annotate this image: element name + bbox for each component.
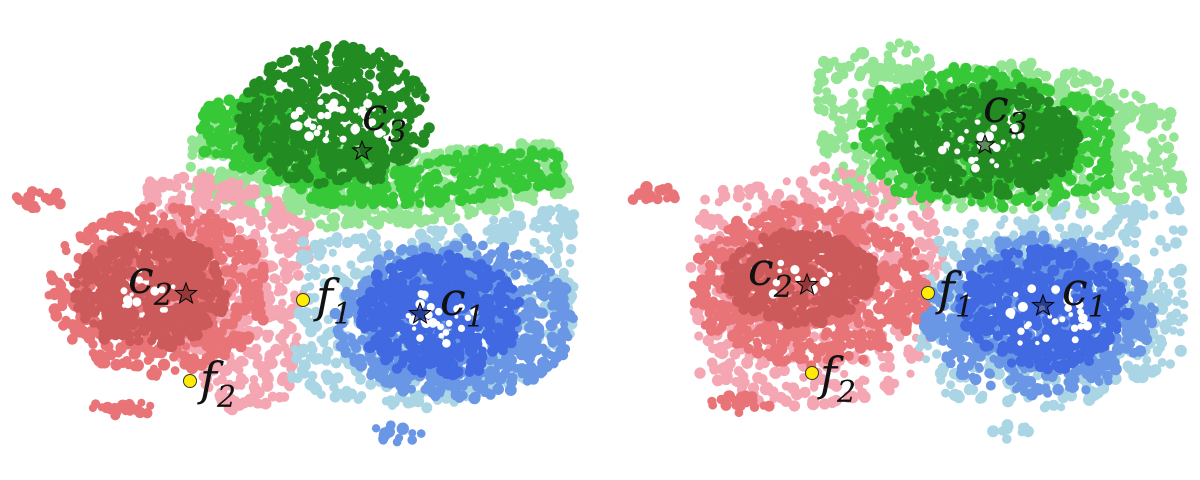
label-c1: c1 xyxy=(1062,262,1107,325)
red-bottom-outliers xyxy=(88,398,155,421)
green-core-holes xyxy=(290,98,386,144)
red-outliers xyxy=(627,181,680,205)
centroid-c1-star xyxy=(408,301,432,325)
label-c2: c2 xyxy=(128,250,173,313)
red-core-holes xyxy=(120,276,176,313)
centroid-c3-star xyxy=(351,139,373,161)
red-bottom-outliers xyxy=(707,390,775,418)
feature-point-f1 xyxy=(921,286,935,300)
feature-point-f2 xyxy=(183,374,197,388)
feature-point-f1 xyxy=(296,293,310,307)
centroid-c3-star xyxy=(974,133,996,155)
centroid-c2-star xyxy=(174,281,198,305)
label-c1: c1 xyxy=(440,272,485,335)
feature-point-f2 xyxy=(805,366,819,380)
green-dark-region xyxy=(885,79,1084,200)
red-outliers xyxy=(11,186,66,214)
label-c3: c3 xyxy=(983,79,1028,142)
blue-dark-region xyxy=(356,249,525,381)
blue-core-holes xyxy=(405,290,479,348)
red-dark-region xyxy=(69,227,231,353)
label-c2: c2 xyxy=(748,242,793,305)
red-core-holes xyxy=(768,259,833,299)
centroid-c1-star xyxy=(1031,293,1055,317)
label-c3: c3 xyxy=(362,87,407,150)
blue-outliers xyxy=(371,420,426,447)
red-dark-region xyxy=(720,227,880,330)
blue-outliers xyxy=(987,419,1034,444)
centroid-c2-star xyxy=(795,272,819,296)
